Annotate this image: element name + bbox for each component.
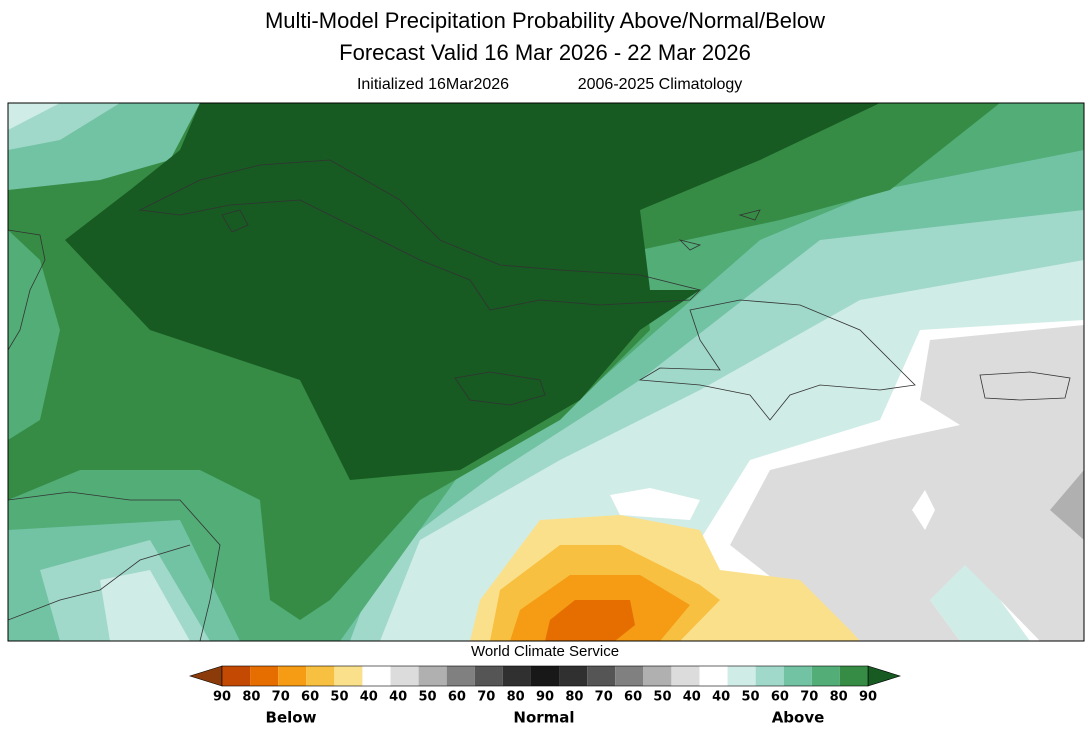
colorbar-segment: [671, 666, 700, 686]
band: [610, 488, 700, 520]
colorbar-segment: [446, 666, 475, 686]
colorbar-segment: [755, 666, 784, 686]
colorbar-label: 50: [653, 690, 671, 705]
colorbar-segment: [643, 666, 672, 686]
colorbar-segment: [559, 666, 588, 686]
colorbar-segment: [362, 666, 391, 686]
colorbar-label: 70: [595, 690, 613, 705]
colorbar-label: 50: [741, 690, 759, 705]
colorbar-segment: [727, 666, 756, 686]
climatology: 2006-2025 Climatology: [578, 76, 743, 93]
colorbar-label: 40: [360, 690, 378, 705]
band: [8, 230, 60, 440]
credit: World Climate Service: [471, 643, 619, 660]
colorbar-label: 40: [389, 690, 407, 705]
colorbar-label: 80: [830, 690, 848, 705]
colorbar-label: 90: [859, 690, 877, 705]
map-frame: [7, 102, 1085, 642]
colorbar-label: 60: [771, 690, 789, 705]
colorbar-frame: [221, 665, 869, 687]
colorbar-label: 60: [301, 690, 319, 705]
colorbar-label: 40: [683, 690, 701, 705]
colorbar-label: 70: [272, 690, 290, 705]
colorbar-label: 80: [507, 690, 525, 705]
colorbar-segment: [418, 666, 447, 686]
band: [1050, 470, 1084, 540]
coastline: [8, 491, 221, 641]
colorbar-segment: [783, 666, 812, 686]
band: [545, 600, 635, 641]
coastline: [979, 371, 1071, 401]
colorbar-segment: [587, 666, 616, 686]
colorbar-segment: [390, 666, 419, 686]
map: [7, 102, 1085, 642]
coastline: [138, 159, 701, 311]
colorbar-group: Normal: [513, 709, 574, 727]
colorbar-label: 50: [418, 690, 436, 705]
title: Multi-Model Precipitation Probability Ab…: [265, 8, 825, 33]
colorbar-label: 50: [330, 690, 348, 705]
colorbar-low: [188, 665, 223, 687]
colorbar-segment: [839, 666, 868, 686]
colorbar-segment: [334, 666, 363, 686]
initialized: Initialized 16Mar2026: [357, 76, 509, 93]
colorbar-group: Below: [266, 709, 317, 727]
band: [65, 103, 880, 480]
band: [100, 570, 190, 641]
colorbar-label: 70: [800, 690, 818, 705]
colorbar-segment: [306, 666, 335, 686]
band: [930, 565, 1030, 641]
band: [730, 325, 1084, 641]
colorbar-segment: [474, 666, 503, 686]
colorbar: 90 80 70 60 50 40 40 50 60 70 80 90 80 70 60 50 40 40 50 60…: [188, 665, 902, 727]
coastline: [221, 209, 249, 233]
colorbar-high: [867, 665, 902, 687]
colorbar-segment: [278, 666, 307, 686]
coastline: [8, 229, 46, 351]
colorbar-segment: [502, 666, 531, 686]
colorbar-label: 70: [477, 690, 495, 705]
coastline: [678, 209, 761, 251]
colorbar-segment: [250, 666, 279, 686]
colorbar-label: 60: [624, 690, 642, 705]
colorbar-segment: [811, 666, 840, 686]
band: [912, 490, 935, 530]
colorbar-label: 90: [536, 690, 554, 705]
coastline: [638, 299, 916, 421]
colorbar-label: 80: [242, 690, 260, 705]
colorbar-label: 90: [213, 690, 231, 705]
band: [8, 103, 60, 130]
colorbar-segment: [222, 666, 251, 686]
colorbar-segment: [615, 666, 644, 686]
colorbar-label: 60: [448, 690, 466, 705]
colorbar-group: Above: [772, 709, 825, 727]
coastline: [454, 371, 546, 406]
colorbar-segment: [530, 666, 560, 686]
colorbar-segment: [699, 666, 728, 686]
colorbar-label: 80: [565, 690, 583, 705]
colorbar-label: 40: [712, 690, 730, 705]
subtitle: Forecast Valid 16 Mar 2026 - 22 Mar 2026: [339, 40, 751, 65]
